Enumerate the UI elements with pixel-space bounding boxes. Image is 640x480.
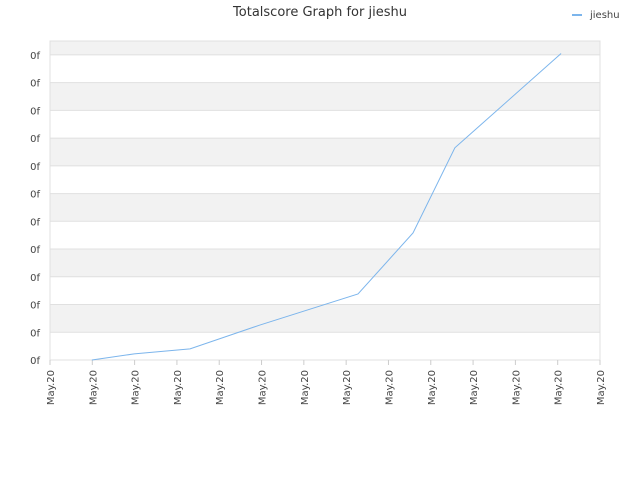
y-tick-label: 0f — [30, 190, 40, 201]
x-tick-label: May.20 — [215, 370, 226, 405]
y-tick-label: 0f — [30, 162, 40, 173]
x-tick-label: May.20 — [173, 370, 184, 405]
x-tick-label: May.20 — [469, 370, 480, 405]
y-tick-label: 0f — [30, 356, 40, 367]
data-line — [91, 53, 562, 361]
y-tick-label: 0f — [30, 328, 40, 339]
x-tick-label: May.20 — [258, 370, 269, 405]
x-tick-label: May.20 — [596, 370, 607, 405]
plot-border — [49, 40, 601, 361]
y-tick-label: 0f — [30, 273, 40, 284]
plot-band — [50, 193, 600, 222]
y-tick-label: 0f — [30, 217, 40, 228]
y-tick-label: 0f — [30, 106, 40, 117]
x-tick-label: May.20 — [300, 370, 311, 405]
x-tick-label: May.20 — [427, 370, 438, 405]
plot-band — [50, 249, 600, 277]
plot-band — [50, 41, 600, 55]
plot-band — [50, 82, 600, 111]
plot-band — [50, 304, 600, 333]
x-tick-label: May.20 — [554, 370, 565, 405]
y-tick-label: 0f — [30, 51, 40, 62]
x-tick-label: May.20 — [384, 370, 395, 405]
plot-band — [50, 138, 600, 166]
y-tick-label: 0f — [30, 79, 40, 90]
legend-label: jieshu — [589, 10, 620, 21]
x-tick-label: May.20 — [131, 370, 142, 405]
y-tick-label: 0f — [30, 301, 40, 312]
y-tick-label: 0f — [30, 245, 40, 256]
y-tick-label: 0f — [30, 134, 40, 145]
x-tick-label: May.20 — [46, 370, 57, 405]
chart-title: Totalscore Graph for jieshu — [232, 5, 407, 20]
x-tick-label: May.20 — [342, 370, 353, 405]
x-tick-label: May.20 — [511, 370, 522, 405]
x-tick-label: May.20 — [88, 370, 99, 405]
